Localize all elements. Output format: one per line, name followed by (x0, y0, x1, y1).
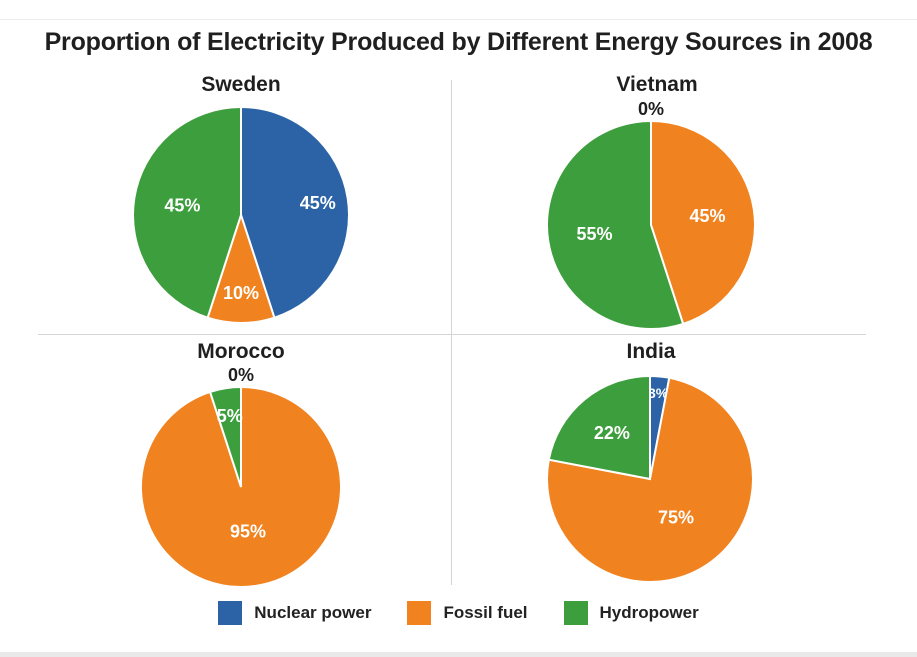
legend-item-fossil: Fossil fuel (407, 601, 528, 625)
data-label-vietnam-nuclear: 0% (638, 99, 664, 119)
data-label-sweden-nuclear: 45% (300, 193, 336, 213)
data-label-india-hydro: 22% (594, 423, 630, 443)
legend-item-nuclear: Nuclear power (218, 601, 371, 625)
legend-swatch-hydro (563, 601, 588, 625)
chart-title-morocco: Morocco (197, 340, 285, 363)
top-border (0, 19, 917, 20)
data-label-morocco-hydro: 5% (217, 406, 243, 426)
data-label-vietnam-hydro: 55% (576, 224, 612, 244)
pie-slice-vietnam-hydro (546, 119, 685, 330)
legend-label-fossil: Fossil fuel (443, 603, 528, 622)
horizontal-divider (38, 334, 866, 335)
chart-title-vietnam: Vietnam (616, 73, 698, 96)
pie-slice-sweden-hydro (132, 105, 242, 319)
chart-title-sweden: Sweden (201, 73, 281, 96)
data-label-india-fossil: 75% (658, 507, 694, 527)
data-label-morocco-nuclear: 0% (228, 365, 254, 385)
legend-item-hydro: Hydropower (563, 601, 699, 625)
legend-swatch-nuclear (218, 601, 243, 625)
legend: Nuclear power Fossil fuel Hydropower (0, 601, 917, 625)
pie-slice-india-hydro (547, 374, 651, 481)
data-label-sweden-hydro: 45% (164, 196, 200, 216)
chart-title-india: India (626, 340, 676, 363)
pie-slice-vietnam-fossil (650, 119, 756, 326)
pie-slice-sweden-nuclear (240, 105, 350, 319)
legend-label-nuclear: Nuclear power (254, 603, 372, 622)
data-label-vietnam-fossil: 45% (689, 206, 725, 226)
legend-swatch-fossil (407, 601, 432, 625)
chart-main-title: Proportion of Electricity Produced by Di… (44, 28, 873, 56)
data-label-morocco-fossil: 95% (230, 521, 266, 541)
legend-label-hydro: Hydropower (599, 603, 699, 622)
pie-slice-morocco-hydro (208, 385, 242, 488)
data-label-india-nuclear: 3% (648, 385, 669, 401)
data-label-sweden-fossil: 10% (223, 283, 259, 303)
vertical-divider (451, 80, 452, 585)
bottom-border (0, 652, 917, 657)
